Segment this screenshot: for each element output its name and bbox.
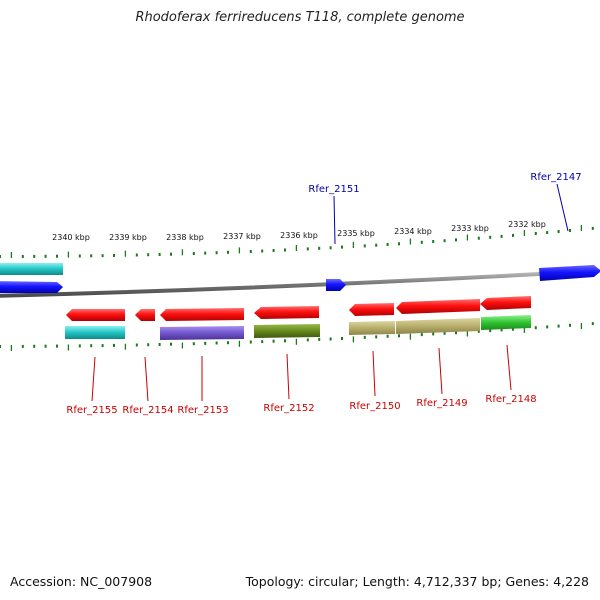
reverse-genes [66,296,531,321]
accession-text: Accession: NC_007908 [10,574,153,589]
gene-arrow-rfer-2148[interactable] [480,296,531,310]
gene-label-rfer-2152[interactable]: Rfer_2152 [263,403,314,414]
gene-label-rfer-2148[interactable]: Rfer_2148 [485,394,536,405]
scale-label: 2337 kbp [223,232,261,241]
gene-label-rfer-2153[interactable]: Rfer_2153 [177,405,228,416]
gene-label-rfer-2155[interactable]: Rfer_2155 [66,405,117,416]
cog-bar-green [481,315,531,330]
leader-line [438,347,443,395]
forward-scale-ticks [0,225,594,258]
scale-label: 2340 kbp [52,233,90,242]
cog-bar-cyan [65,326,125,339]
cog-bar-khaki [349,321,395,335]
leader-line [372,350,376,397]
gene-label-rfer-2151[interactable]: Rfer_2151 [308,184,359,195]
scale-label: 2336 kbp [280,231,318,240]
gene-label-leaders [91,183,569,402]
cog-category-bars [65,315,531,340]
gene-arrow-rfer-2152[interactable] [254,306,319,319]
scale-labels: 2340 kbp 2339 kbp 2338 kbp 2337 kbp 2336… [52,220,546,242]
scale-label: 2334 kbp [394,227,432,236]
genome-summary-text: Topology: circular; Length: 4,712,337 bp… [245,574,589,589]
cog-bar-olive [254,324,320,338]
genome-backbone [0,268,600,298]
cog-bar-purple [160,326,244,340]
scale-label: 2339 kbp [109,233,147,242]
leader-line [144,356,149,402]
genome-title: Rhodoferax ferrireducens T118, complete … [135,10,465,25]
forward-genes [0,263,600,293]
forward-gene-arrow[interactable] [0,281,63,293]
gene-label-rfer-2149[interactable]: Rfer_2149 [416,398,467,409]
scale-label: 2338 kbp [166,233,204,242]
gene-arrow-rfer-2155[interactable] [66,309,125,321]
scale-label: 2335 kbp [337,229,375,238]
gene-labels: Rfer_2151 Rfer_2147 Rfer_2155 Rfer_2154 … [66,172,581,416]
leader-line [91,356,96,402]
scale-label: 2333 kbp [451,224,489,233]
gene-label-rfer-2150[interactable]: Rfer_2150 [349,401,400,412]
scale-label: 2332 kbp [508,220,546,229]
leader-line [556,183,569,232]
leader-line [286,353,290,400]
cog-bar-khaki [396,318,480,334]
leader-line [506,344,512,391]
gene-arrow-rfer-2153[interactable] [160,308,244,321]
cog-bar-cyan [0,263,63,275]
gene-arrow-rfer-2154[interactable] [135,309,155,321]
gene-arrow-rfer-2150[interactable] [349,303,394,316]
gene-label-rfer-2154[interactable]: Rfer_2154 [122,405,173,416]
gene-arrow-rfer-2149[interactable] [396,299,480,314]
gene-arrow-rfer-2151[interactable] [326,279,346,291]
gene-label-rfer-2147[interactable]: Rfer_2147 [530,172,581,183]
leader-line [333,195,336,245]
gene-arrow-rfer-2147[interactable] [539,265,600,281]
